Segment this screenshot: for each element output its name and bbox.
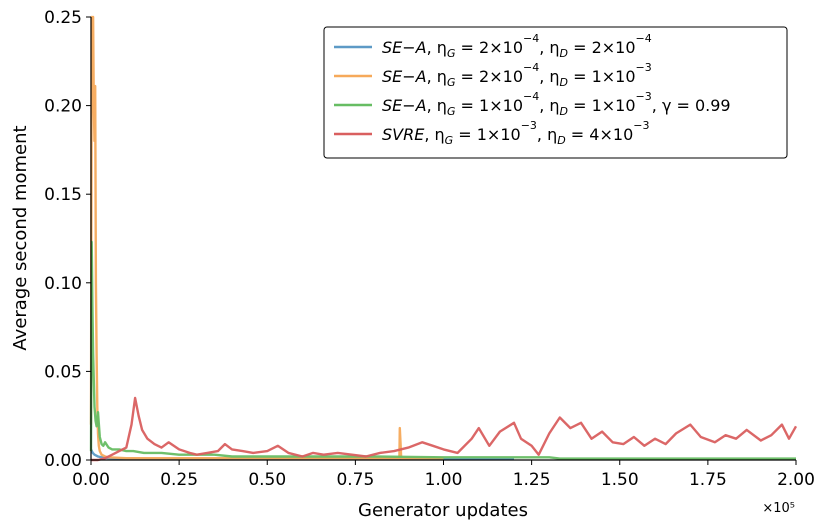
- x-tick-label: 1.00: [425, 470, 463, 490]
- x-tick-label: 2.00: [777, 470, 815, 490]
- y-tick-label: 0.10: [44, 274, 82, 294]
- x-axis-title: Generator updates: [358, 500, 528, 521]
- x-ticks: 0.00 0.25 0.50 0.75 1.00 1.25 1.50 1.75 2.00: [72, 460, 815, 490]
- y-tick-label: 0.20: [44, 97, 82, 117]
- x-tick-label: 0.75: [336, 470, 374, 490]
- series-line-2: [89, 15, 444, 460]
- y-tick-label: 0.25: [44, 8, 82, 28]
- legend-label-3: SE−A, ηG = 1×10−4, ηD = 1×10−3, γ = 0.99: [382, 90, 731, 118]
- y-tick-label: 0.15: [44, 185, 82, 205]
- y-tick-label: 0.00: [44, 451, 82, 471]
- legend: SE−A, ηG = 2×10−4, ηD = 2×10−4SE−A, ηG =…: [323, 26, 788, 159]
- y-tick-label: 0.05: [44, 362, 82, 382]
- y-ticks: 0.00 0.05 0.10 0.15 0.20 0.25: [44, 8, 91, 471]
- legend-frame: [323, 26, 788, 159]
- series-line-3: [89, 240, 796, 460]
- x-tick-label: 1.25: [513, 470, 551, 490]
- x-tick-label: 1.50: [601, 470, 639, 490]
- legend-label-4: SVRE, ηG = 1×10−3, ηD = 4×10−3: [382, 119, 649, 147]
- legend-label-1: SE−A, ηG = 2×10−4, ηD = 2×10−4: [382, 32, 652, 60]
- y-axis-title: Average second moment: [10, 125, 31, 350]
- series-layer: [89, 15, 798, 462]
- legend-label-2: SE−A, ηG = 2×10−4, ηD = 1×10−3: [382, 61, 652, 89]
- x-tick-label: 0.00: [72, 470, 110, 490]
- x-tick-label: 0.25: [160, 470, 198, 490]
- series-line-4: [91, 396, 798, 462]
- x-offset-label: ×10⁵: [762, 501, 795, 516]
- x-tick-label: 1.75: [689, 470, 727, 490]
- x-tick-label: 0.50: [248, 470, 286, 490]
